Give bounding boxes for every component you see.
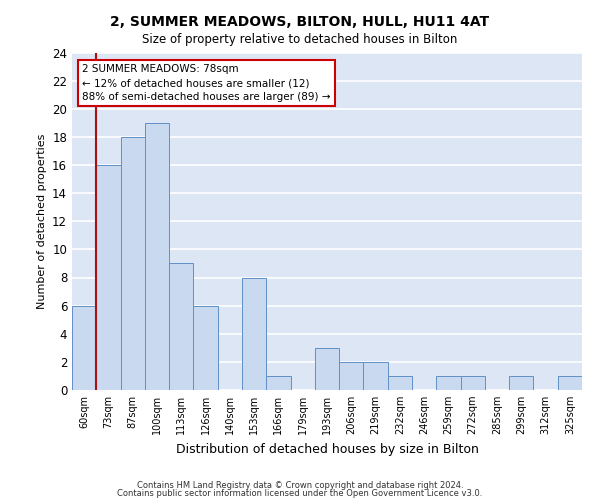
Bar xyxy=(266,376,290,390)
Bar xyxy=(96,165,121,390)
Text: 2, SUMMER MEADOWS, BILTON, HULL, HU11 4AT: 2, SUMMER MEADOWS, BILTON, HULL, HU11 4A… xyxy=(110,15,490,29)
Bar xyxy=(436,376,461,390)
Bar xyxy=(461,376,485,390)
Bar xyxy=(509,376,533,390)
Text: Contains HM Land Registry data © Crown copyright and database right 2024.: Contains HM Land Registry data © Crown c… xyxy=(137,480,463,490)
Text: Contains public sector information licensed under the Open Government Licence v3: Contains public sector information licen… xyxy=(118,489,482,498)
Bar xyxy=(315,348,339,390)
Bar xyxy=(72,306,96,390)
Bar xyxy=(364,362,388,390)
Bar xyxy=(339,362,364,390)
Bar xyxy=(145,123,169,390)
Bar xyxy=(558,376,582,390)
Bar xyxy=(169,264,193,390)
Bar xyxy=(388,376,412,390)
Bar xyxy=(121,137,145,390)
X-axis label: Distribution of detached houses by size in Bilton: Distribution of detached houses by size … xyxy=(176,442,478,456)
Text: Size of property relative to detached houses in Bilton: Size of property relative to detached ho… xyxy=(142,32,458,46)
Text: 2 SUMMER MEADOWS: 78sqm
← 12% of detached houses are smaller (12)
88% of semi-de: 2 SUMMER MEADOWS: 78sqm ← 12% of detache… xyxy=(82,64,331,102)
Y-axis label: Number of detached properties: Number of detached properties xyxy=(37,134,47,309)
Bar xyxy=(193,306,218,390)
Bar xyxy=(242,278,266,390)
